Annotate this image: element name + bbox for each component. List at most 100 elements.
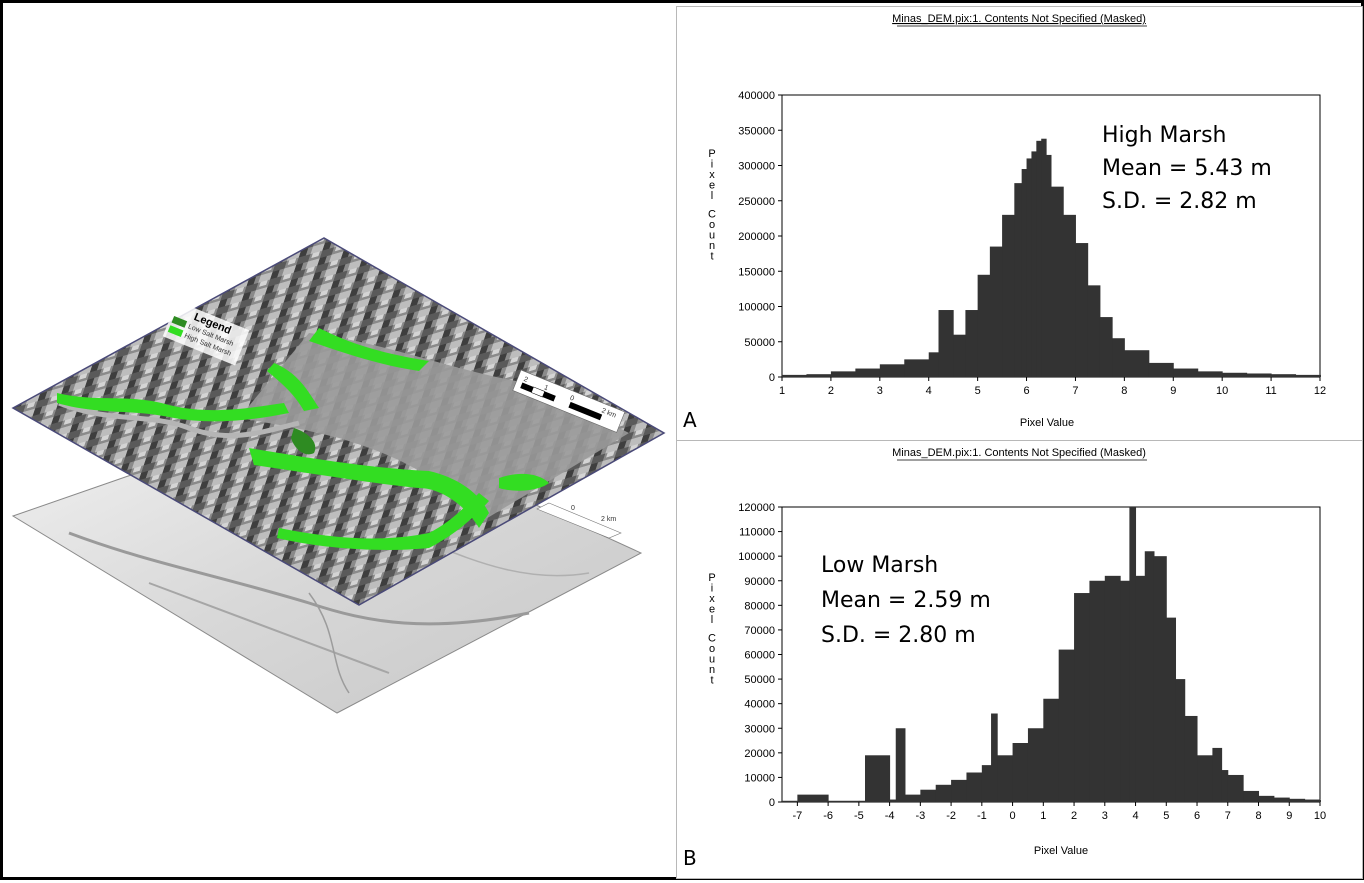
chart-b-bar [966, 772, 983, 802]
chart-a-bar [1021, 169, 1028, 377]
chart-b-ylabel-letter: n [709, 664, 715, 676]
stacked-map-layers: 0 2 km Legend Low Salt Marsh [11, 237, 666, 714]
imagery-scale-label-2: 2 [522, 376, 528, 384]
chart-b-bar [1120, 580, 1130, 802]
chart-a-bar [1063, 214, 1076, 377]
chart-a-bar [965, 310, 979, 377]
chart-b-bar [895, 728, 906, 802]
chart-a-bar [1173, 368, 1199, 377]
chart-a-xtick-label: 4 [926, 385, 932, 397]
chart-a-title: Minas_DEM.pix:1. Contents Not Specified … [892, 13, 1146, 25]
chart-b-xtick-label: 4 [1132, 810, 1138, 822]
chart-b-ytick-label: 10000 [744, 772, 775, 784]
chart-a-xtick-label: 12 [1314, 385, 1326, 397]
chart-a-bar [904, 359, 930, 377]
chart-b-ytick-label: 60000 [744, 650, 775, 662]
chart-b-ytick-label: 110000 [739, 527, 775, 539]
chart-b-ytick-label: 50000 [744, 674, 775, 686]
chart-a-xtick-label: 7 [1072, 385, 1078, 397]
chart-a-bar [806, 374, 832, 377]
chart-a-xtick-label: 2 [828, 385, 834, 397]
chart-b-annotation-mean: Mean = 2.59 m [821, 588, 991, 613]
chart-b-xtick-label: 8 [1255, 810, 1261, 822]
imagery-scale-label-1: 1 [543, 384, 549, 392]
histogram-a-svg: Minas_DEM.pix:1. Contents Not Specified … [683, 13, 1326, 432]
chart-b-bar [1304, 799, 1321, 802]
chart-a-ylabel-letter: e [709, 180, 715, 192]
panel-label-a: A [683, 408, 697, 432]
chart-b-bar [1074, 593, 1090, 802]
chart-b-bar [1144, 551, 1155, 802]
chart-a-ytick-label: 300000 [738, 161, 775, 173]
chart-a-ytick-label: 400000 [738, 90, 775, 102]
chart-a-ytick-label: 350000 [738, 125, 775, 137]
chart-a-ytick-label: 250000 [738, 196, 775, 208]
chart-b-bar [1289, 798, 1306, 802]
chart-b-ytick-label: 70000 [744, 625, 775, 637]
chart-a-bar [1051, 186, 1064, 377]
chart-a-xtick-label: 3 [877, 385, 883, 397]
chart-b-bar [1258, 795, 1275, 802]
chart-b-bar [828, 800, 860, 802]
chart-a-ylabel-letter: i [711, 159, 713, 171]
chart-a-bar [1271, 374, 1297, 377]
chart-b-ylabel-letter: C [708, 633, 716, 645]
chart-a-bar [1087, 285, 1101, 377]
histogram-b-svg: Minas_DEM.pix:1. Contents Not Specified … [683, 447, 1326, 870]
chart-b-bar [1243, 790, 1260, 802]
chart-b-ytick-label: 0 [769, 797, 775, 809]
chart-a-bar [1124, 350, 1150, 377]
chart-a-bar [1320, 374, 1321, 377]
chart-b-xtick-label: 9 [1286, 810, 1292, 822]
chart-a-bar [1246, 373, 1272, 377]
chart-a-bar [1031, 151, 1037, 377]
chart-b-xtick-label: -4 [885, 810, 895, 822]
chart-b-ylabel-letter: u [709, 654, 715, 666]
chart-b-xtick-label: 5 [1163, 810, 1169, 822]
chart-a-ylabel-letter: P [708, 148, 715, 160]
chart-b-bar [1089, 580, 1106, 802]
chart-b-ytick-label: 30000 [744, 723, 775, 735]
chart-a-ylabel-letter: n [709, 240, 715, 252]
chart-a-ytick-label: 0 [769, 372, 775, 384]
chart-b-ylabel-letter: t [710, 675, 713, 687]
chart-b-title: Minas_DEM.pix:1. Contents Not Specified … [892, 447, 1146, 459]
chart-a-bar [928, 352, 940, 377]
chart-b-xtick-label: 10 [1314, 810, 1326, 822]
chart-a-bar [1112, 338, 1125, 377]
chart-a-ylabel-letter: t [710, 251, 713, 263]
chart-a-bar [1046, 154, 1052, 377]
chart-b-xtick-label: -1 [977, 810, 987, 822]
chart-a-ylabel-letter: u [709, 230, 715, 242]
chart-b-ylabel-letter: x [709, 593, 715, 605]
chart-a-xtick-label: 9 [1170, 385, 1176, 397]
chart-b-bar [1058, 649, 1075, 802]
chart-a-bar [782, 374, 807, 377]
chart-a-bar [938, 310, 954, 377]
chart-b-xtick-label: -7 [792, 810, 802, 822]
chart-a-bar [855, 368, 881, 377]
chart-a-annotation-title: High Marsh [1102, 123, 1226, 148]
chart-b-ytick-label: 120000 [738, 502, 775, 514]
chart-b-bar [1012, 743, 1029, 802]
chart-b-ytick-label: 80000 [744, 600, 775, 612]
high-salt-marsh-area [57, 393, 289, 422]
chart-b-bar [920, 789, 937, 802]
chart-b-xtick-label: 7 [1225, 810, 1231, 822]
chart-b-ytick-label: 100000 [738, 551, 775, 563]
chart-a-bar [989, 246, 1003, 377]
chart-b-bar [904, 794, 921, 802]
chart-b-bar [1104, 575, 1121, 802]
chart-b-bar [1184, 715, 1198, 802]
chart-b-bar [865, 755, 891, 802]
chart-a-xtick-label: 10 [1216, 385, 1228, 397]
chart-a-ytick-label: 50000 [744, 337, 775, 349]
chart-a-bar [1099, 317, 1113, 377]
chart-a-ylabel-letter: o [709, 219, 715, 231]
chart-b-bar [935, 784, 952, 802]
chart-b-ylabel-letter: P [708, 572, 715, 584]
chart-b-bar [951, 779, 967, 802]
dem-scale-label-2km: 2 km [601, 516, 616, 523]
